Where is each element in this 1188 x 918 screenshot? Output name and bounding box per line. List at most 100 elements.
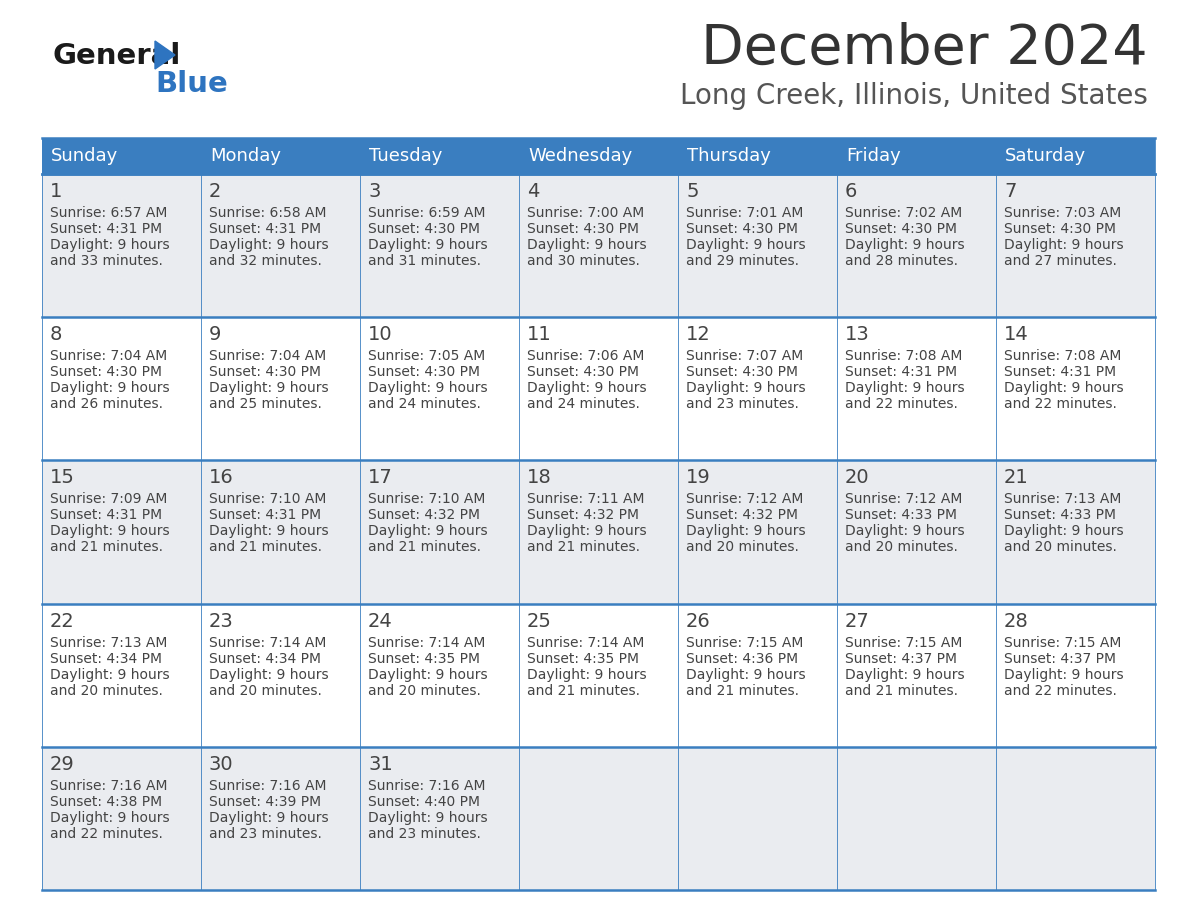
Text: Sunrise: 7:01 AM: Sunrise: 7:01 AM <box>685 206 803 220</box>
Text: Daylight: 9 hours: Daylight: 9 hours <box>209 811 329 824</box>
Text: Daylight: 9 hours: Daylight: 9 hours <box>368 381 487 396</box>
Text: Sunrise: 7:16 AM: Sunrise: 7:16 AM <box>50 778 168 793</box>
Text: and 22 minutes.: and 22 minutes. <box>50 827 163 841</box>
Text: 15: 15 <box>50 468 75 487</box>
Text: and 23 minutes.: and 23 minutes. <box>209 827 322 841</box>
Text: Monday: Monday <box>210 147 282 165</box>
Text: Saturday: Saturday <box>1005 147 1086 165</box>
Text: Daylight: 9 hours: Daylight: 9 hours <box>845 381 965 396</box>
Text: Daylight: 9 hours: Daylight: 9 hours <box>368 667 487 681</box>
Text: and 20 minutes.: and 20 minutes. <box>50 684 163 698</box>
Bar <box>201 138 360 174</box>
Text: and 24 minutes.: and 24 minutes. <box>527 397 640 411</box>
Text: Sunday: Sunday <box>51 147 119 165</box>
Text: Daylight: 9 hours: Daylight: 9 hours <box>50 667 170 681</box>
Text: 7: 7 <box>1004 182 1017 201</box>
Text: Sunset: 4:33 PM: Sunset: 4:33 PM <box>1004 509 1116 522</box>
Bar <box>678 138 838 174</box>
Text: Daylight: 9 hours: Daylight: 9 hours <box>209 238 329 252</box>
Bar <box>996 138 1155 174</box>
Text: Sunset: 4:30 PM: Sunset: 4:30 PM <box>527 222 639 236</box>
Text: and 20 minutes.: and 20 minutes. <box>845 541 958 554</box>
Text: Sunset: 4:30 PM: Sunset: 4:30 PM <box>527 365 639 379</box>
Text: Sunrise: 7:15 AM: Sunrise: 7:15 AM <box>685 635 803 650</box>
Text: Sunset: 4:31 PM: Sunset: 4:31 PM <box>209 509 321 522</box>
Text: 5: 5 <box>685 182 699 201</box>
Text: and 21 minutes.: and 21 minutes. <box>685 684 800 698</box>
Text: Sunset: 4:33 PM: Sunset: 4:33 PM <box>845 509 958 522</box>
Text: Daylight: 9 hours: Daylight: 9 hours <box>368 811 487 824</box>
Text: Daylight: 9 hours: Daylight: 9 hours <box>368 238 487 252</box>
Text: Sunset: 4:31 PM: Sunset: 4:31 PM <box>50 509 162 522</box>
Text: Sunrise: 7:12 AM: Sunrise: 7:12 AM <box>685 492 803 507</box>
Text: Daylight: 9 hours: Daylight: 9 hours <box>845 238 965 252</box>
Text: Sunrise: 7:13 AM: Sunrise: 7:13 AM <box>1004 492 1121 507</box>
Text: Sunrise: 7:10 AM: Sunrise: 7:10 AM <box>368 492 486 507</box>
Text: 14: 14 <box>1004 325 1029 344</box>
Text: 21: 21 <box>1004 468 1029 487</box>
Text: Daylight: 9 hours: Daylight: 9 hours <box>50 238 170 252</box>
Text: Sunrise: 7:14 AM: Sunrise: 7:14 AM <box>209 635 327 650</box>
Text: 10: 10 <box>368 325 392 344</box>
Text: Sunrise: 7:12 AM: Sunrise: 7:12 AM <box>845 492 962 507</box>
Text: Sunset: 4:30 PM: Sunset: 4:30 PM <box>368 365 480 379</box>
Text: Sunset: 4:32 PM: Sunset: 4:32 PM <box>368 509 480 522</box>
Text: and 22 minutes.: and 22 minutes. <box>1004 684 1117 698</box>
Text: 28: 28 <box>1004 611 1029 631</box>
Text: 16: 16 <box>209 468 234 487</box>
Text: Sunrise: 7:07 AM: Sunrise: 7:07 AM <box>685 349 803 364</box>
Text: and 30 minutes.: and 30 minutes. <box>527 254 640 268</box>
Text: 26: 26 <box>685 611 710 631</box>
Text: Daylight: 9 hours: Daylight: 9 hours <box>527 667 646 681</box>
Text: Daylight: 9 hours: Daylight: 9 hours <box>685 524 805 538</box>
Text: Sunrise: 7:02 AM: Sunrise: 7:02 AM <box>845 206 962 220</box>
Text: Sunset: 4:31 PM: Sunset: 4:31 PM <box>845 365 958 379</box>
Text: and 22 minutes.: and 22 minutes. <box>1004 397 1117 411</box>
Text: Daylight: 9 hours: Daylight: 9 hours <box>685 381 805 396</box>
Text: 9: 9 <box>209 325 221 344</box>
Text: Sunrise: 6:58 AM: Sunrise: 6:58 AM <box>209 206 327 220</box>
Text: 24: 24 <box>368 611 393 631</box>
Text: Daylight: 9 hours: Daylight: 9 hours <box>845 524 965 538</box>
Text: and 20 minutes.: and 20 minutes. <box>368 684 481 698</box>
Text: and 20 minutes.: and 20 minutes. <box>209 684 322 698</box>
Text: Sunset: 4:40 PM: Sunset: 4:40 PM <box>368 795 480 809</box>
Text: and 33 minutes.: and 33 minutes. <box>50 254 163 268</box>
Text: Sunset: 4:31 PM: Sunset: 4:31 PM <box>209 222 321 236</box>
Text: Sunset: 4:34 PM: Sunset: 4:34 PM <box>209 652 321 666</box>
Text: Sunset: 4:36 PM: Sunset: 4:36 PM <box>685 652 798 666</box>
Text: December 2024: December 2024 <box>701 22 1148 76</box>
Text: Sunset: 4:38 PM: Sunset: 4:38 PM <box>50 795 162 809</box>
Text: Sunrise: 7:16 AM: Sunrise: 7:16 AM <box>368 778 486 793</box>
Text: Daylight: 9 hours: Daylight: 9 hours <box>1004 381 1124 396</box>
Text: Sunrise: 7:15 AM: Sunrise: 7:15 AM <box>845 635 962 650</box>
Text: 19: 19 <box>685 468 710 487</box>
Text: Sunset: 4:30 PM: Sunset: 4:30 PM <box>1004 222 1116 236</box>
Text: and 29 minutes.: and 29 minutes. <box>685 254 800 268</box>
Text: Daylight: 9 hours: Daylight: 9 hours <box>1004 238 1124 252</box>
Text: Sunset: 4:34 PM: Sunset: 4:34 PM <box>50 652 162 666</box>
Text: Tuesday: Tuesday <box>369 147 442 165</box>
Text: Daylight: 9 hours: Daylight: 9 hours <box>209 381 329 396</box>
Text: Daylight: 9 hours: Daylight: 9 hours <box>368 524 487 538</box>
Text: Sunrise: 6:59 AM: Sunrise: 6:59 AM <box>368 206 486 220</box>
Text: 6: 6 <box>845 182 858 201</box>
Bar <box>42 138 201 174</box>
Text: 13: 13 <box>845 325 870 344</box>
Text: 18: 18 <box>527 468 551 487</box>
Text: Sunrise: 7:06 AM: Sunrise: 7:06 AM <box>527 349 644 364</box>
Text: Daylight: 9 hours: Daylight: 9 hours <box>527 238 646 252</box>
Text: Sunrise: 7:05 AM: Sunrise: 7:05 AM <box>368 349 485 364</box>
Text: Sunrise: 7:13 AM: Sunrise: 7:13 AM <box>50 635 168 650</box>
Text: Sunrise: 7:08 AM: Sunrise: 7:08 AM <box>1004 349 1121 364</box>
Text: Sunrise: 7:16 AM: Sunrise: 7:16 AM <box>209 778 327 793</box>
Bar <box>42 174 1155 318</box>
Text: and 21 minutes.: and 21 minutes. <box>845 684 958 698</box>
Text: Sunrise: 7:03 AM: Sunrise: 7:03 AM <box>1004 206 1121 220</box>
Text: Sunset: 4:32 PM: Sunset: 4:32 PM <box>527 509 639 522</box>
Text: Daylight: 9 hours: Daylight: 9 hours <box>209 524 329 538</box>
Text: Blue: Blue <box>154 70 228 98</box>
Text: Daylight: 9 hours: Daylight: 9 hours <box>50 381 170 396</box>
Text: 2: 2 <box>209 182 221 201</box>
Text: Daylight: 9 hours: Daylight: 9 hours <box>50 524 170 538</box>
